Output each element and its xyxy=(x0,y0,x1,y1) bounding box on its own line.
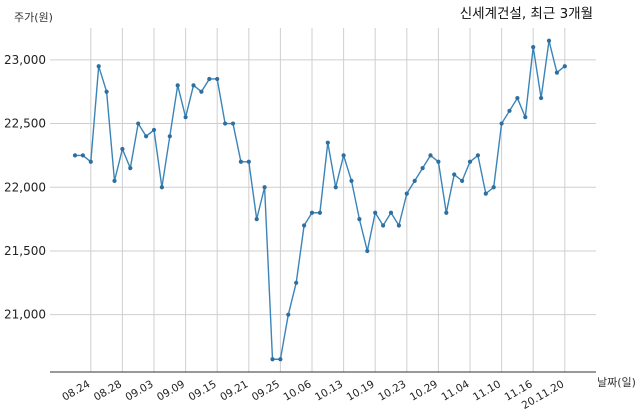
y-tick-label: 22,000 xyxy=(4,180,46,194)
data-point xyxy=(136,121,141,126)
data-point xyxy=(175,83,180,88)
data-point xyxy=(294,280,299,285)
data-point xyxy=(381,223,386,228)
data-point xyxy=(302,223,307,228)
data-point xyxy=(325,140,330,145)
x-tick-label: 10.23 xyxy=(376,378,408,403)
data-point xyxy=(515,95,520,101)
y-tick-label: 22,500 xyxy=(4,117,46,131)
series-layer xyxy=(72,38,567,362)
data-point xyxy=(349,178,354,183)
y-axis-label: 주가(원) xyxy=(14,11,53,24)
data-point xyxy=(159,185,164,190)
data-point xyxy=(491,185,496,190)
data-point xyxy=(499,121,504,126)
data-point xyxy=(309,210,315,215)
data-point xyxy=(72,153,78,158)
data-point xyxy=(270,357,275,362)
data-point xyxy=(317,210,322,215)
data-point xyxy=(167,134,172,139)
data-point xyxy=(120,146,125,152)
data-point xyxy=(128,166,133,171)
x-tick-label: 11.10 xyxy=(471,378,503,403)
data-point xyxy=(238,159,243,164)
x-tick-label: 11.04 xyxy=(439,378,471,404)
data-point xyxy=(396,223,401,228)
data-point xyxy=(373,210,378,215)
y-tick-label: 23,000 xyxy=(4,53,46,67)
data-point xyxy=(475,153,480,158)
data-point xyxy=(412,178,417,183)
label-layer: 신세계건설, 최근 3개월 주가(원) 날짜(일) xyxy=(14,6,636,389)
data-point xyxy=(254,217,259,222)
x-tick-label: 09.15 xyxy=(187,378,219,403)
x-tick-label: 10.13 xyxy=(313,378,345,403)
y-tick-label: 21,000 xyxy=(4,308,46,322)
data-point xyxy=(199,89,204,94)
x-tick-label: 08.28 xyxy=(92,378,124,403)
data-point xyxy=(112,178,117,183)
data-point xyxy=(460,178,465,183)
x-tick-label: 08.24 xyxy=(60,378,92,404)
data-point xyxy=(246,159,251,164)
data-point xyxy=(278,357,283,362)
data-point xyxy=(207,76,212,82)
x-tick-label: 09.03 xyxy=(123,378,155,403)
data-point xyxy=(80,153,85,158)
data-point xyxy=(452,172,457,177)
data-point xyxy=(88,159,93,164)
data-point xyxy=(191,83,196,88)
data-point xyxy=(333,185,338,190)
data-point xyxy=(388,210,394,215)
data-point xyxy=(523,115,528,120)
x-tick-label: 10.29 xyxy=(408,378,440,403)
data-point xyxy=(96,64,101,69)
data-point xyxy=(404,191,409,196)
x-axis-label: 날짜(일) xyxy=(597,375,636,389)
data-point xyxy=(215,76,220,82)
data-point xyxy=(365,248,370,254)
x-tick-label: 09.25 xyxy=(250,378,282,403)
data-point xyxy=(230,121,236,126)
chart-title: 신세계건설, 최근 3개월 xyxy=(460,6,593,22)
data-point xyxy=(531,45,536,50)
price-line xyxy=(75,40,566,360)
data-point xyxy=(539,95,544,101)
y-tick-label: 21,500 xyxy=(4,244,46,258)
data-point xyxy=(151,127,157,133)
data-point xyxy=(262,185,267,190)
data-point xyxy=(444,210,449,215)
x-tick-label: 10.19 xyxy=(345,378,377,403)
data-point xyxy=(104,89,109,94)
data-point xyxy=(428,153,433,158)
data-point xyxy=(507,108,512,113)
x-tick-label: 09.09 xyxy=(155,378,187,403)
data-point xyxy=(223,121,228,126)
axis-layer: 21,000 21,500 22,000 22,500 23,000 08.24 08.28… xyxy=(4,53,596,412)
data-point xyxy=(286,312,291,317)
data-point xyxy=(144,134,149,139)
data-point xyxy=(562,64,567,69)
data-point xyxy=(183,115,188,120)
data-point xyxy=(341,153,346,158)
data-point xyxy=(554,70,560,75)
data-point xyxy=(546,38,552,43)
data-point xyxy=(420,166,425,171)
data-point xyxy=(483,191,488,196)
data-point xyxy=(436,159,441,164)
grid-layer xyxy=(50,28,596,372)
data-point xyxy=(357,217,362,222)
data-point xyxy=(467,159,473,164)
x-tick-label: 10.06 xyxy=(281,378,313,404)
x-tick-label: 09.21 xyxy=(218,378,250,403)
